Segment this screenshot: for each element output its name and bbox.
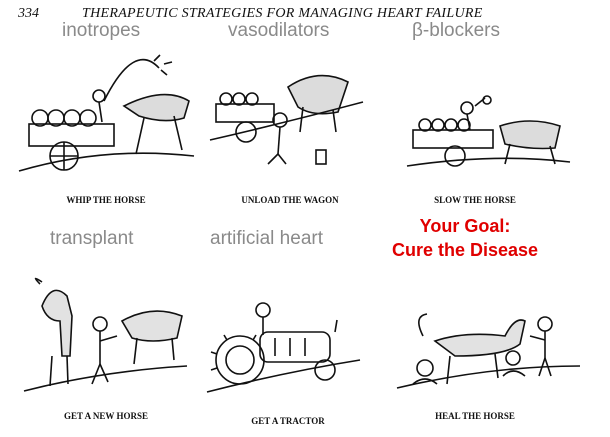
caption-unload-the-wagon: UNLOAD THE WAGON bbox=[241, 195, 339, 205]
page-number: 334 bbox=[18, 6, 39, 21]
caption-slow-the-horse: SLOW THE HORSE bbox=[434, 195, 516, 205]
caption-heal-the-horse: HEAL THE HORSE bbox=[435, 411, 515, 421]
caption-get-a-new-horse: GET A NEW HORSE bbox=[64, 411, 148, 421]
illustration-get-a-tractor bbox=[205, 290, 365, 405]
caption-whip-the-horse: WHIP THE HORSE bbox=[66, 195, 146, 205]
caption-get-a-tractor: GET A TRACTOR bbox=[251, 416, 325, 426]
label-vasodilators: vasodilators bbox=[228, 20, 330, 41]
label-artificial-heart: artificial heart bbox=[210, 228, 323, 249]
label-beta-blockers: β-blockers bbox=[412, 20, 501, 41]
goal-line-1: Your Goal: bbox=[419, 216, 511, 236]
illustration-whip-the-horse bbox=[14, 46, 199, 181]
goal-text: Your Goal: Cure the Disease bbox=[365, 214, 565, 262]
label-inotropes: inotropes bbox=[62, 20, 141, 41]
goal-line-2: Cure the Disease bbox=[391, 240, 539, 260]
illustration-heal-the-horse bbox=[395, 296, 585, 396]
page-header: 334 THERAPEUTIC STRATEGIES FOR MANAGING … bbox=[0, 4, 610, 24]
illustration-unload-the-wagon bbox=[208, 62, 368, 172]
label-transplant: transplant bbox=[50, 228, 134, 249]
illustration-get-a-new-horse bbox=[22, 276, 192, 401]
page-title: THERAPEUTIC STRATEGIES FOR MANAGING HEAR… bbox=[82, 6, 483, 21]
illustration-slow-the-horse bbox=[405, 78, 575, 178]
